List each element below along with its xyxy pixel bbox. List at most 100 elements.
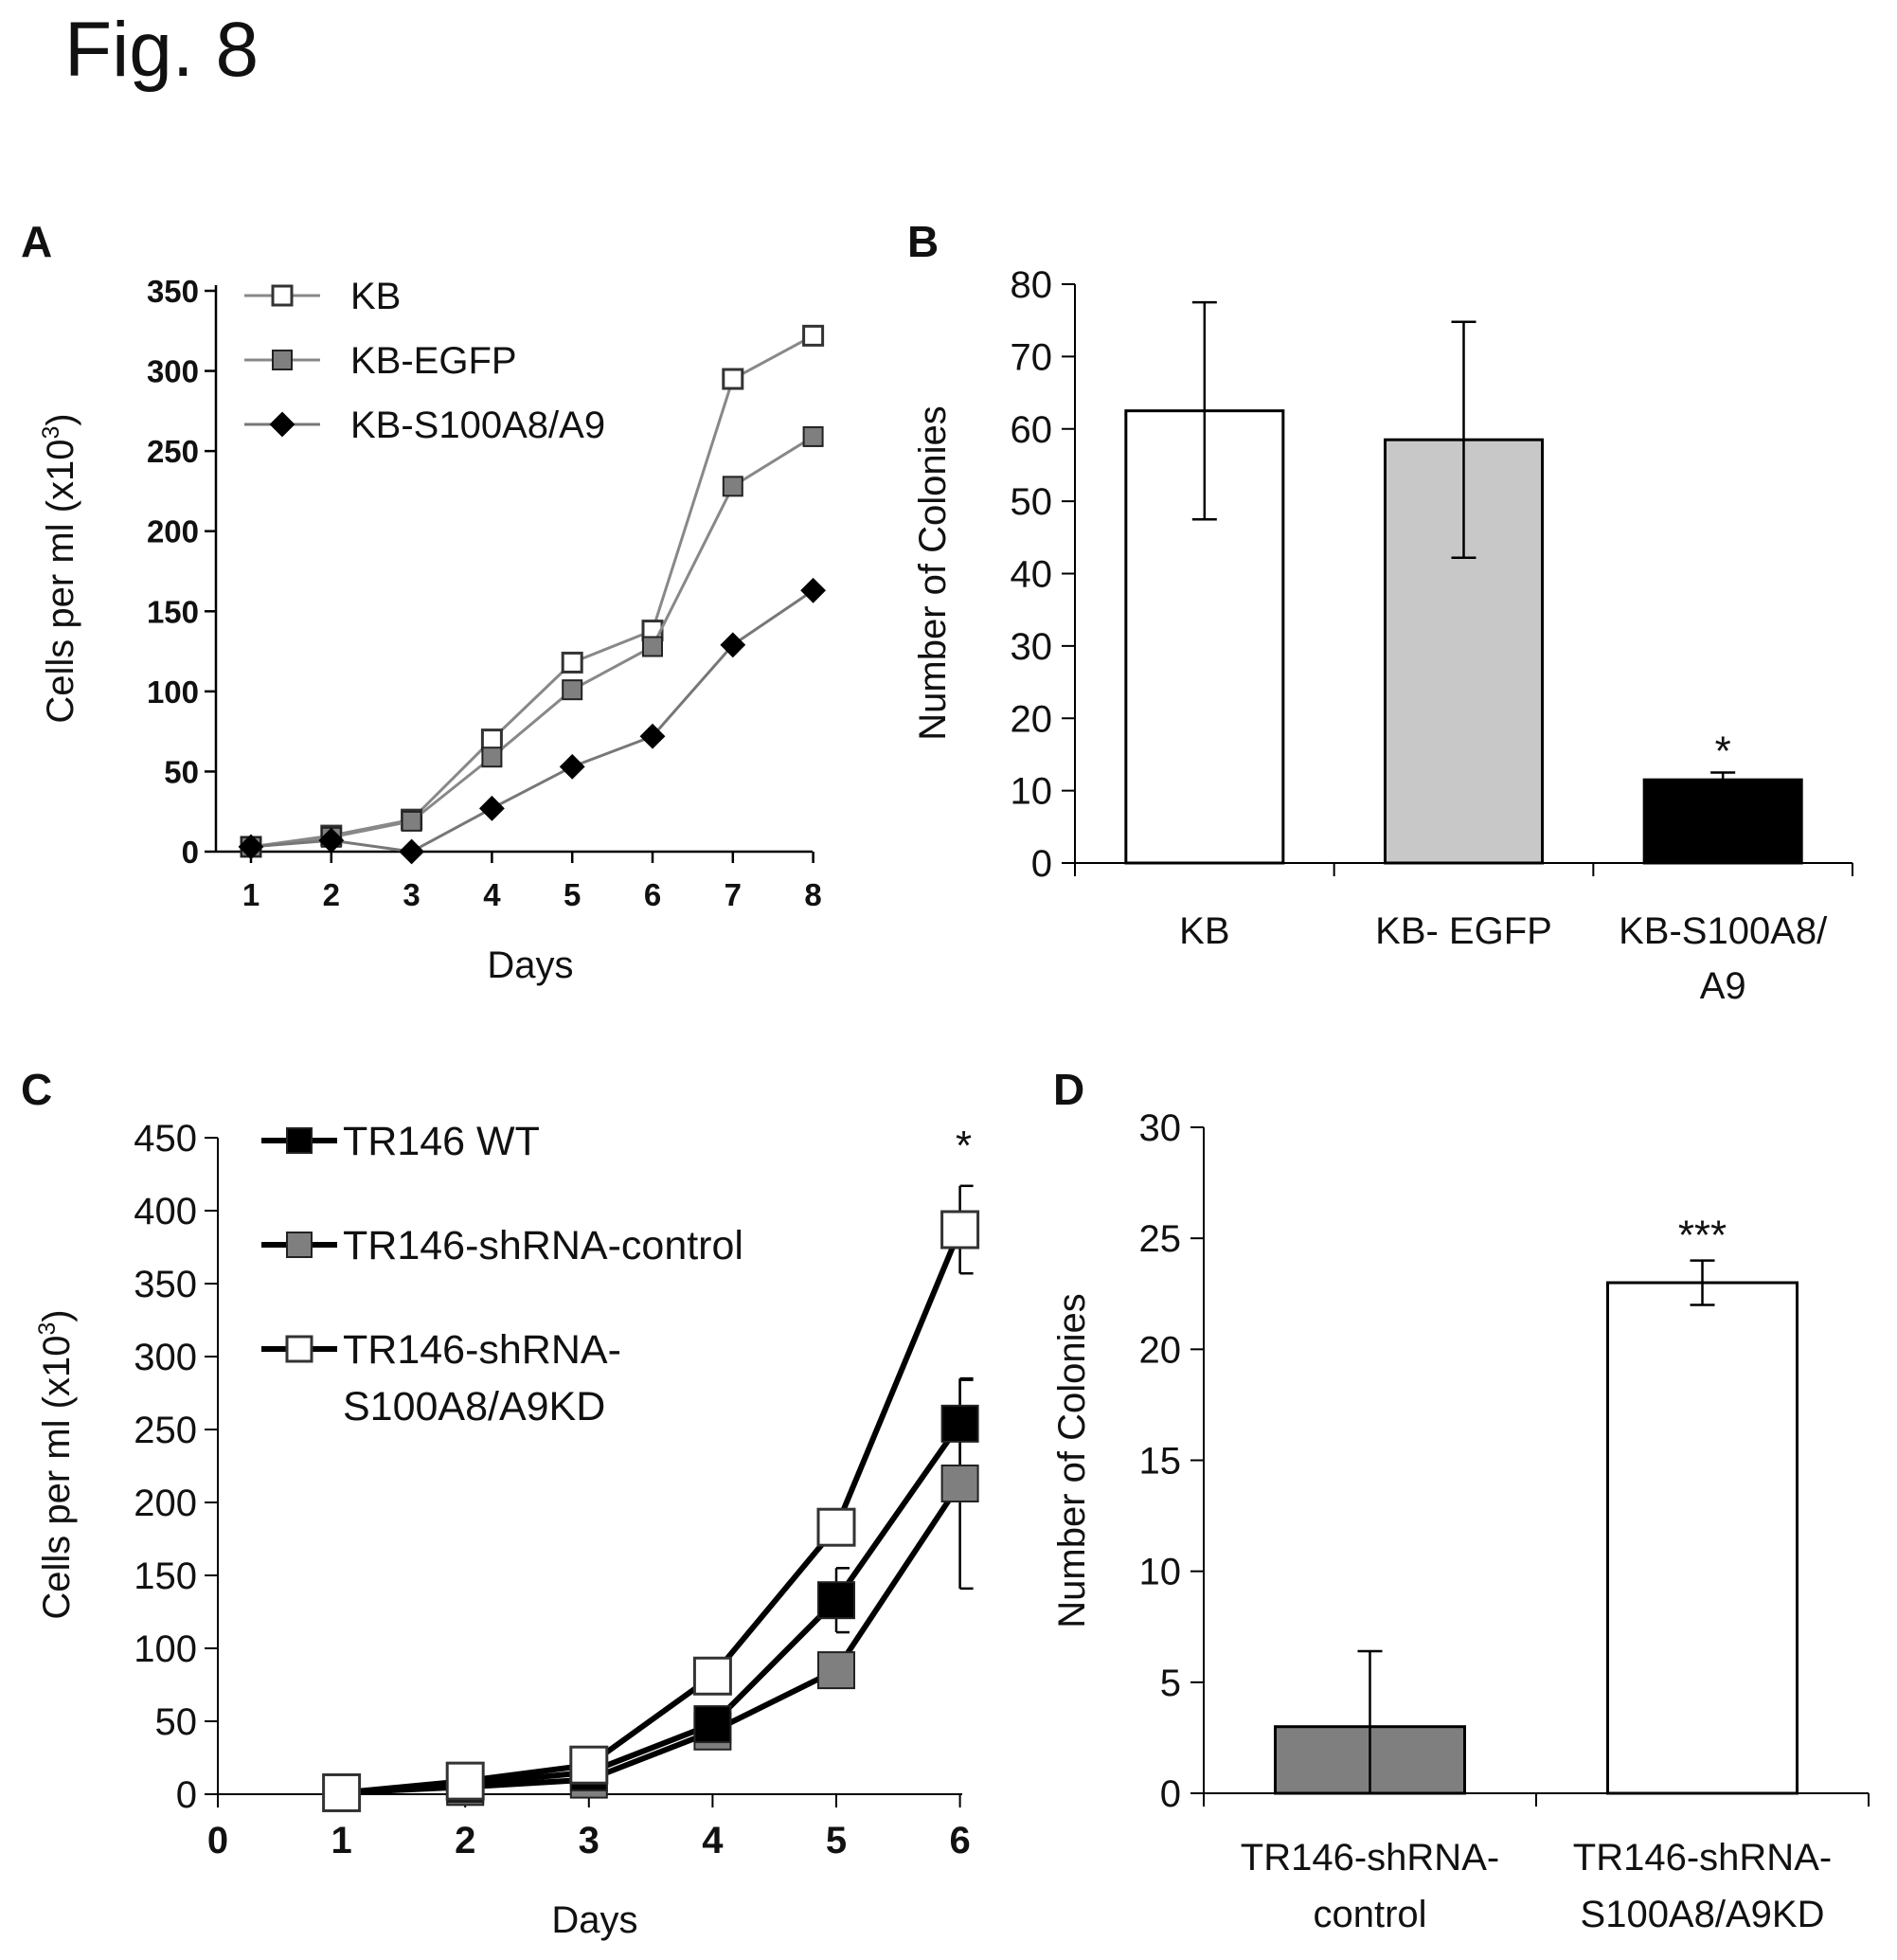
panel-a-x-axis-title: Days <box>487 944 573 986</box>
panel-d-chart: 0 5 10 15 20 25 30 TR146-shRNA-control *** TR146-… <box>1051 1107 1870 1935</box>
panel-letter-d: D <box>1053 1065 1085 1114</box>
panel-a-point <box>639 723 666 749</box>
panel-d-y-tick-label: 5 <box>1160 1663 1181 1704</box>
panel-c-y-axis-title: Cells per ml (x103) <box>35 1309 78 1619</box>
panel-a-point <box>720 632 746 658</box>
panel-b-y-tick-label: 20 <box>1011 698 1053 740</box>
panel-c-legend-label: TR146-shRNA-control <box>343 1223 743 1268</box>
panel-b-y-axis-title: Number of Colonies <box>912 405 954 741</box>
panel-c-y-tick-label: 300 <box>134 1337 197 1378</box>
panel-c-point <box>940 1404 979 1443</box>
panel-a-point <box>722 476 743 497</box>
panel-a-series-line <box>250 435 814 849</box>
panel-a-x-tick-label: 2 <box>323 877 340 912</box>
panel-c-y-tick-label: 400 <box>134 1191 197 1232</box>
panel-a-y-tick-label: 350 <box>147 274 199 309</box>
panel-c-x-tick-label: 3 <box>579 1820 600 1861</box>
panel-d-y-tick-label: 30 <box>1139 1107 1182 1149</box>
panel-a-legend-label: KB-S100A8/A9 <box>350 405 605 446</box>
panel-c-y-tick-label: 250 <box>134 1410 197 1451</box>
panel-a-point <box>401 810 422 832</box>
panel-d-category-label-line-1: control <box>1313 1894 1426 1935</box>
panel-c-legend-marker <box>285 1335 313 1363</box>
panel-c-y-tick-label: 0 <box>176 1774 197 1816</box>
panel-a-point <box>478 795 505 821</box>
panel-c-x-tick-label: 6 <box>949 1820 970 1861</box>
panel-a-legend-marker <box>271 284 294 307</box>
panel-a-y-tick-label: 250 <box>147 434 199 469</box>
panel-a-point <box>800 577 827 603</box>
panel-c-legend-marker <box>286 1232 313 1258</box>
panel-b-y-tick-label: 30 <box>1011 626 1053 668</box>
panel-a-x-tick-label: 6 <box>644 877 661 912</box>
panel-c-x-axis-title: Days <box>551 1899 637 1941</box>
panel-c-x-tick-label: 1 <box>331 1820 351 1861</box>
panel-a-y-axis-title: Cells per ml (x103) <box>39 413 81 723</box>
panel-b-y-tick-label: 40 <box>1011 554 1053 596</box>
panel-a-legend-label: KB-EGFP <box>350 340 517 382</box>
panel-c-x-tick-label: 0 <box>207 1820 228 1861</box>
panel-a-y-tick-label: 50 <box>164 754 199 789</box>
panel-a-chart: 0 50 100 150 200 250 300 350 1 2 3 4 5 6 7 8 Days Cells p… <box>39 274 827 986</box>
panel-b-category-label-line-0: KB- EGFP <box>1375 910 1552 952</box>
panel-c-x-tick-label: 5 <box>826 1820 847 1861</box>
panel-b-chart: 0 10 20 30 40 50 60 70 80 KB KB- EGFP * KB-S100A8/A9… <box>912 264 1853 1007</box>
panel-c-point <box>940 1210 980 1250</box>
panel-letter-a: A <box>21 217 53 266</box>
panel-c-series-line <box>341 1228 963 1796</box>
panel-c-legend-label: TR146-shRNA- <box>343 1327 621 1373</box>
panel-d-category-label-line-1: S100A8/A9KD <box>1581 1894 1825 1935</box>
panel-a-x-tick-label: 5 <box>564 877 581 912</box>
panel-a-point <box>561 651 583 674</box>
panel-letter-c: C <box>21 1065 53 1114</box>
panel-a-point <box>480 728 503 751</box>
panel-d-y-tick-label: 20 <box>1139 1329 1182 1371</box>
panel-a-x-tick-label: 3 <box>403 877 420 912</box>
panel-c-y-tick-label: 50 <box>155 1701 198 1743</box>
panel-c-legend-marker <box>286 1127 313 1154</box>
panel-a-series-line <box>250 334 814 849</box>
panel-a-point <box>318 827 345 854</box>
panel-b-bar <box>1642 778 1803 865</box>
panel-c-point <box>817 1581 855 1620</box>
panel-a-y-tick-label: 0 <box>182 835 199 870</box>
panel-a-point <box>559 753 585 780</box>
panel-a-point <box>238 834 264 860</box>
panel-a-point <box>642 636 663 657</box>
panel-a-legend-marker <box>269 411 295 438</box>
panel-b-y-tick-label: 0 <box>1031 843 1052 885</box>
panel-d-y-tick-label: 0 <box>1160 1773 1181 1815</box>
panel-a-y-tick-label: 100 <box>147 674 199 710</box>
panel-c-series-line <box>341 1482 963 1796</box>
panel-d-y-tick-label: 10 <box>1139 1552 1182 1593</box>
panel-b-y-tick-label: 10 <box>1011 771 1053 813</box>
panel-a-point <box>802 324 825 347</box>
panel-d-significance: *** <box>1678 1213 1727 1259</box>
panel-a-x-tick-label: 4 <box>483 877 501 912</box>
panel-a-x-tick-label: 1 <box>242 877 259 912</box>
panel-a-point <box>722 368 744 390</box>
panel-c-series-line <box>341 1422 963 1796</box>
panel-a-legend-marker <box>272 350 293 370</box>
panel-c-point <box>569 1745 609 1785</box>
panel-a-x-tick-label: 8 <box>804 877 821 912</box>
panel-a-x-tick-label: 7 <box>725 877 742 912</box>
panel-b-y-tick-label: 70 <box>1011 336 1053 378</box>
panel-b-y-tick-label: 60 <box>1011 409 1053 451</box>
panel-c-significance: * <box>956 1123 972 1169</box>
panel-a-point <box>802 425 824 447</box>
panel-letter-b: B <box>907 217 940 266</box>
panel-c-y-tick-label: 100 <box>134 1628 197 1670</box>
panel-a-point <box>481 746 503 768</box>
panel-d-y-tick-label: 25 <box>1139 1218 1182 1260</box>
panel-c-legend-label: S100A8/A9KD <box>343 1384 605 1430</box>
panel-b-significance: * <box>1715 728 1731 775</box>
panel-d-category-label-line-0: TR146-shRNA- <box>1241 1837 1499 1879</box>
panel-c-point <box>940 1464 979 1502</box>
panel-d-bar <box>1606 1281 1799 1795</box>
panel-c-x-tick-label: 4 <box>702 1820 724 1861</box>
panel-c-y-tick-label: 450 <box>134 1118 197 1160</box>
figure-title: Fig. 8 <box>64 7 259 93</box>
panel-c-chart: 0 50 100 150 200 250 300 350 400 450 0 1 2 3 4 5 6 Days Ce… <box>35 1118 980 1941</box>
panel-c-point <box>817 1651 855 1690</box>
